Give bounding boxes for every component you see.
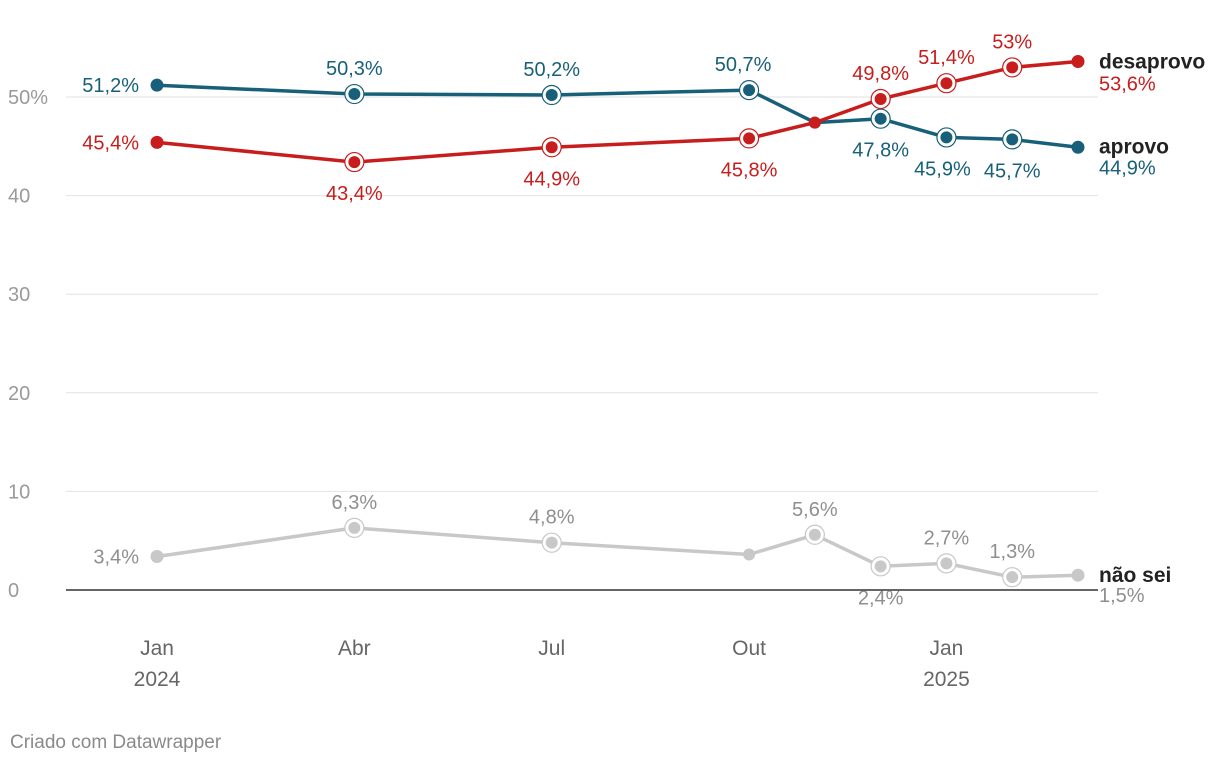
data-point-aprovo-1 bbox=[348, 88, 361, 101]
y-tick-label-50: 50% bbox=[8, 87, 48, 109]
x-tick-year-2025: 2025 bbox=[923, 668, 970, 691]
data-label-nao-sei-1: 6,3% bbox=[332, 492, 378, 514]
data-labels: 3,4% 6,3% 4,8% 5,6% 2,4% 2,7% 1,3% 1,5%não sei 5… bbox=[82, 31, 1205, 609]
data-point-nao-sei-4 bbox=[808, 528, 821, 541]
data-label-aprovo-3: 50,7% bbox=[715, 54, 772, 76]
axis-labels: 0 10 20 30 40 50% Jan 2024 Abr Jul Out Jan 2025 bbox=[8, 87, 970, 691]
data-label-nao-sei-5: 2,4% bbox=[858, 587, 904, 609]
data-label-aprovo-1: 50,3% bbox=[326, 58, 383, 80]
data-label-desaprovo-7: 53% bbox=[992, 31, 1032, 53]
data-point-aprovo-2 bbox=[545, 89, 558, 102]
data-label-desaprovo-5: 49,8% bbox=[852, 63, 909, 85]
series-name-aprovo: aprovo bbox=[1099, 135, 1169, 158]
data-label-desaprovo-1: 43,4% bbox=[326, 183, 383, 205]
gridlines bbox=[66, 96, 1098, 591]
data-label-nao-sei-6: 2,7% bbox=[924, 527, 970, 549]
y-tick-label-0: 0 bbox=[8, 580, 19, 602]
data-label-desaprovo-2: 44,9% bbox=[523, 168, 580, 190]
series-group bbox=[150, 55, 1085, 588]
data-label-aprovo-5: 47,8% bbox=[852, 140, 909, 162]
data-point-nao-sei-2 bbox=[545, 536, 558, 549]
data-label-aprovo-8: 44,9% bbox=[1099, 157, 1156, 179]
data-label-desaprovo-0: 45,4% bbox=[82, 132, 139, 154]
x-tick-label-jul-2: Jul bbox=[538, 637, 565, 660]
data-label-desaprovo-8: 53,6% bbox=[1099, 74, 1156, 96]
data-label-nao-sei-7: 1,3% bbox=[989, 541, 1035, 563]
data-label-desaprovo-6: 51,4% bbox=[918, 47, 975, 69]
data-point-desaprovo-3 bbox=[743, 132, 756, 145]
data-point-nao-sei-7 bbox=[1006, 571, 1019, 584]
data-point-nao-sei-3 bbox=[743, 548, 756, 561]
data-point-nao-sei-0 bbox=[150, 549, 164, 563]
x-tick-label-jan-4: Jan bbox=[929, 637, 963, 660]
series-name-nao-sei: não sei bbox=[1099, 564, 1171, 587]
y-tick-label-20: 20 bbox=[8, 383, 30, 405]
data-label-aprovo-7: 45,7% bbox=[984, 160, 1041, 182]
data-label-aprovo-2: 50,2% bbox=[523, 59, 580, 81]
data-point-aprovo-7 bbox=[1006, 133, 1019, 146]
series-nao-sei bbox=[150, 517, 1085, 588]
data-point-aprovo-3 bbox=[743, 84, 756, 97]
data-point-aprovo-8 bbox=[1071, 140, 1085, 154]
data-point-aprovo-6 bbox=[940, 131, 953, 144]
data-point-desaprovo-2 bbox=[545, 141, 558, 154]
y-tick-label-30: 30 bbox=[8, 284, 30, 306]
data-point-nao-sei-6 bbox=[940, 557, 953, 570]
data-label-nao-sei-2: 4,8% bbox=[529, 507, 575, 529]
x-tick-label-abr-1: Abr bbox=[338, 637, 371, 660]
x-tick-label-jan-0: Jan bbox=[140, 637, 174, 660]
data-point-desaprovo-4 bbox=[808, 116, 821, 129]
x-tick-year-2024: 2024 bbox=[134, 668, 181, 691]
data-label-aprovo-0: 51,2% bbox=[82, 75, 139, 97]
data-label-aprovo-6: 45,9% bbox=[914, 158, 971, 180]
data-point-nao-sei-5 bbox=[874, 560, 887, 573]
data-point-desaprovo-8 bbox=[1071, 55, 1085, 69]
footer-credit: Criado com Datawrapper bbox=[10, 732, 222, 753]
y-tick-label-40: 40 bbox=[8, 186, 30, 208]
data-label-nao-sei-0: 3,4% bbox=[93, 546, 139, 568]
series-desaprovo bbox=[150, 55, 1085, 173]
data-point-desaprovo-6 bbox=[940, 77, 953, 90]
data-point-desaprovo-1 bbox=[348, 156, 361, 169]
data-point-desaprovo-0 bbox=[150, 135, 164, 149]
data-label-desaprovo-3: 45,8% bbox=[721, 159, 778, 181]
data-label-nao-sei-8: 1,5% bbox=[1099, 585, 1145, 607]
data-label-nao-sei-4: 5,6% bbox=[792, 499, 838, 521]
data-point-nao-sei-1 bbox=[348, 521, 361, 534]
data-point-desaprovo-7 bbox=[1006, 61, 1019, 74]
series-name-desaprovo: desaprovo bbox=[1099, 51, 1205, 74]
data-point-aprovo-5 bbox=[874, 112, 887, 125]
data-point-nao-sei-8 bbox=[1071, 568, 1085, 582]
data-point-aprovo-0 bbox=[150, 78, 164, 92]
x-tick-label-out-3: Out bbox=[732, 637, 766, 660]
y-tick-label-10: 10 bbox=[8, 481, 30, 503]
data-point-desaprovo-5 bbox=[874, 92, 887, 105]
